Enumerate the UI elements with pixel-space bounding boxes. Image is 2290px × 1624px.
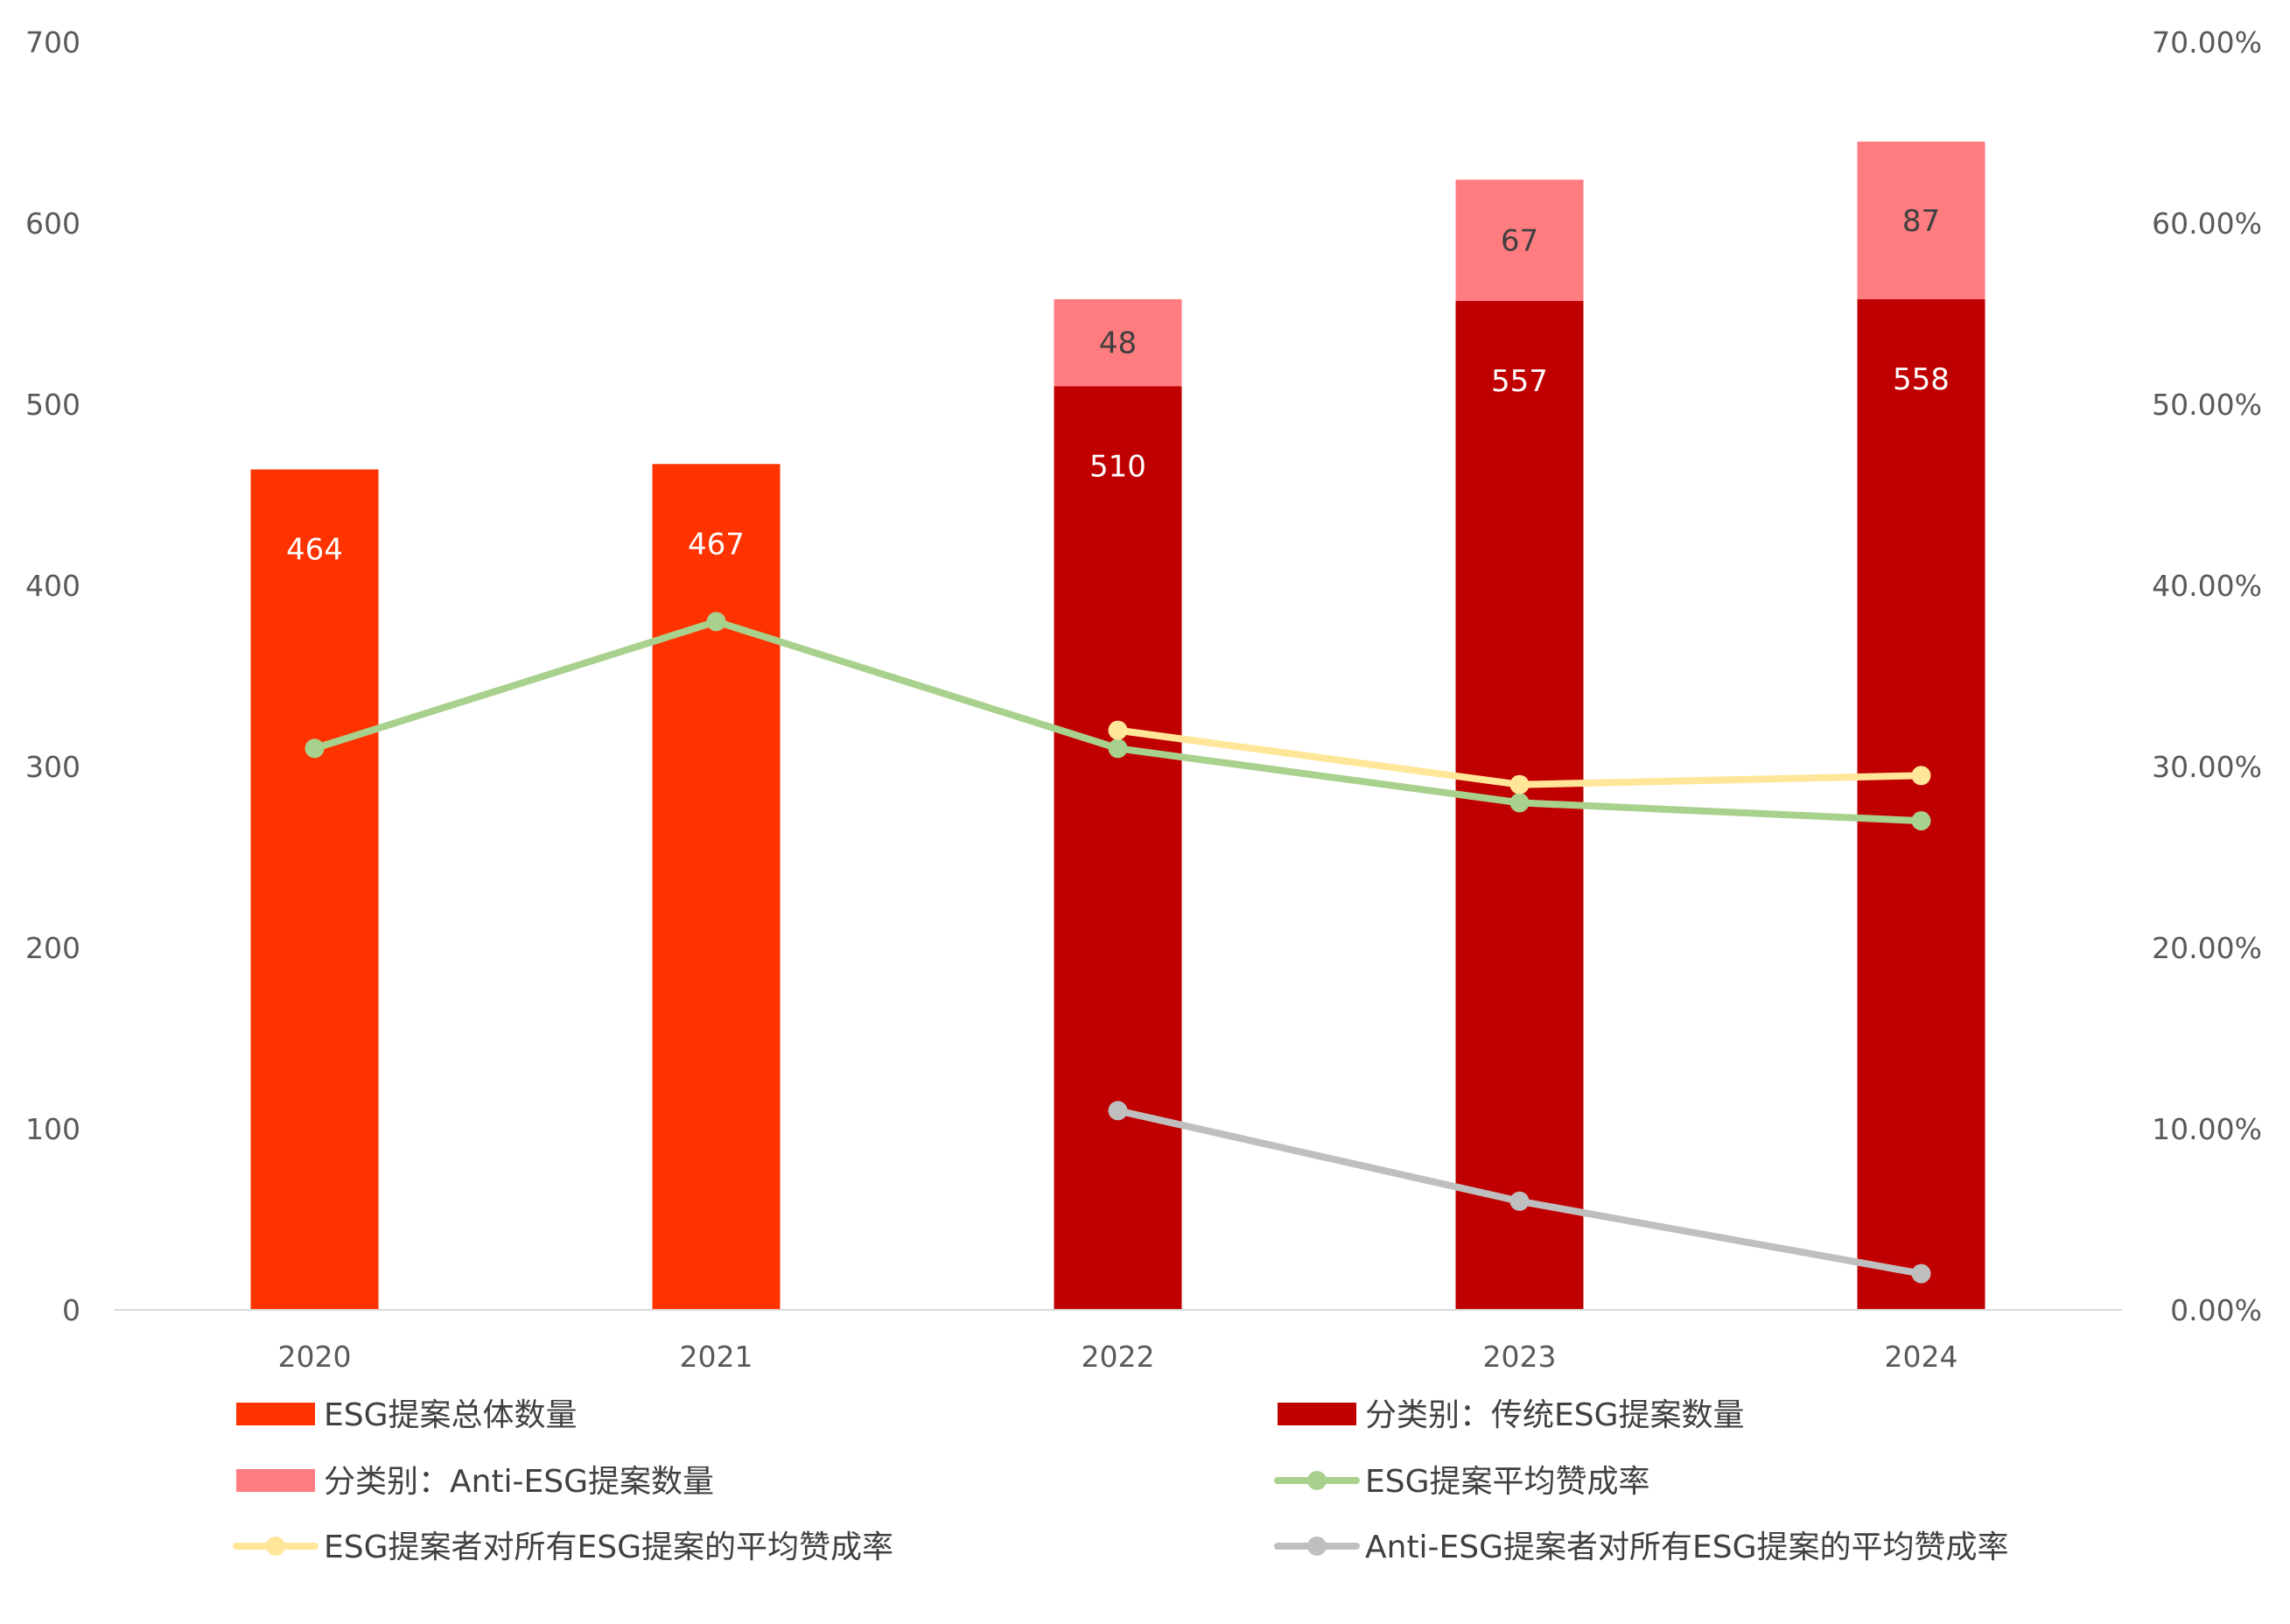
line-point-series-1 [1911,766,1931,786]
y-left-tick-label: 600 [25,206,81,241]
x-tick-label: 2021 [680,1340,753,1374]
bar-data-label: 464 [286,533,343,568]
legend-swatch [236,1469,315,1492]
y-left-tick-label: 300 [25,750,81,784]
legend-label: Anti-ESG提案者对所有ESG提案的平均赞成率 [1365,1530,2009,1565]
legend-swatch [1278,1403,1356,1425]
bar-data-label: 87 [1902,204,1940,239]
y-right-tick-label: 70.00% [2152,25,2262,60]
x-tick-label: 2022 [1082,1340,1155,1374]
y-left-tick-label: 400 [25,569,81,603]
y-left-tick-label: 700 [25,25,81,60]
legend-swatch-marker [1307,1471,1327,1490]
bar-data-label: 67 [1501,224,1538,259]
line-point-series-0 [305,738,325,759]
line-point-series-2 [1509,1191,1530,1211]
legend-swatch-marker [266,1536,285,1556]
y-right-tick-label: 40.00% [2152,569,2262,603]
line-point-series-0 [1911,811,1931,831]
bar-series-1-2024 [1857,298,1985,1311]
y-right-tick-label: 10.00% [2152,1112,2262,1146]
legend-label: ESG提案者对所有ESG提案的平均赞成率 [324,1530,893,1565]
legend-swatch-marker [1307,1536,1327,1556]
line-point-series-2 [1911,1264,1931,1284]
y-right-tick-label: 0.00% [2170,1293,2262,1327]
x-tick-label: 2024 [1885,1340,1958,1374]
bar-series-0-2020 [250,469,379,1310]
bar-data-label: 48 [1099,326,1137,361]
legend-label: ESG提案平均赞成率 [1365,1464,1650,1500]
x-tick-label: 2020 [278,1340,352,1374]
y-left-tick-label: 100 [25,1112,81,1146]
legend-swatch [236,1403,315,1425]
bar-series-2-2023 [1455,179,1584,302]
bar-series-2-2024 [1857,141,1985,299]
legend-label: ESG提案总体数量 [324,1397,578,1433]
y-right-tick-label: 20.00% [2152,931,2262,965]
y-left-tick-label: 200 [25,931,81,965]
bar-series-0-2021 [652,464,781,1310]
line-point-series-0 [1108,738,1128,759]
y-left-tick-label: 0 [62,1293,81,1327]
bar-series-2-2022 [1054,298,1182,387]
bar-data-label: 557 [1491,364,1548,399]
y-right-tick-label: 30.00% [2152,750,2262,784]
line-point-series-0 [1509,793,1530,813]
line-point-series-1 [1509,774,1530,794]
bar-data-label: 510 [1089,449,1146,484]
y-left-tick-label: 500 [25,388,81,422]
x-tick-label: 2023 [1483,1340,1557,1374]
bar-series-1-2022 [1054,386,1182,1310]
line-point-series-0 [706,612,726,632]
bar-data-label: 558 [1893,362,1950,397]
line-point-series-1 [1108,720,1128,740]
bar-data-label: 467 [688,527,745,562]
y-right-tick-label: 50.00% [2152,388,2262,422]
legend-label: 分类别：传统ESG提案数量 [1365,1397,1745,1433]
legend-label: 分类别：Anti-ESG提案数量 [324,1464,714,1500]
line-point-series-2 [1108,1101,1128,1121]
y-right-tick-label: 60.00% [2152,206,2262,241]
